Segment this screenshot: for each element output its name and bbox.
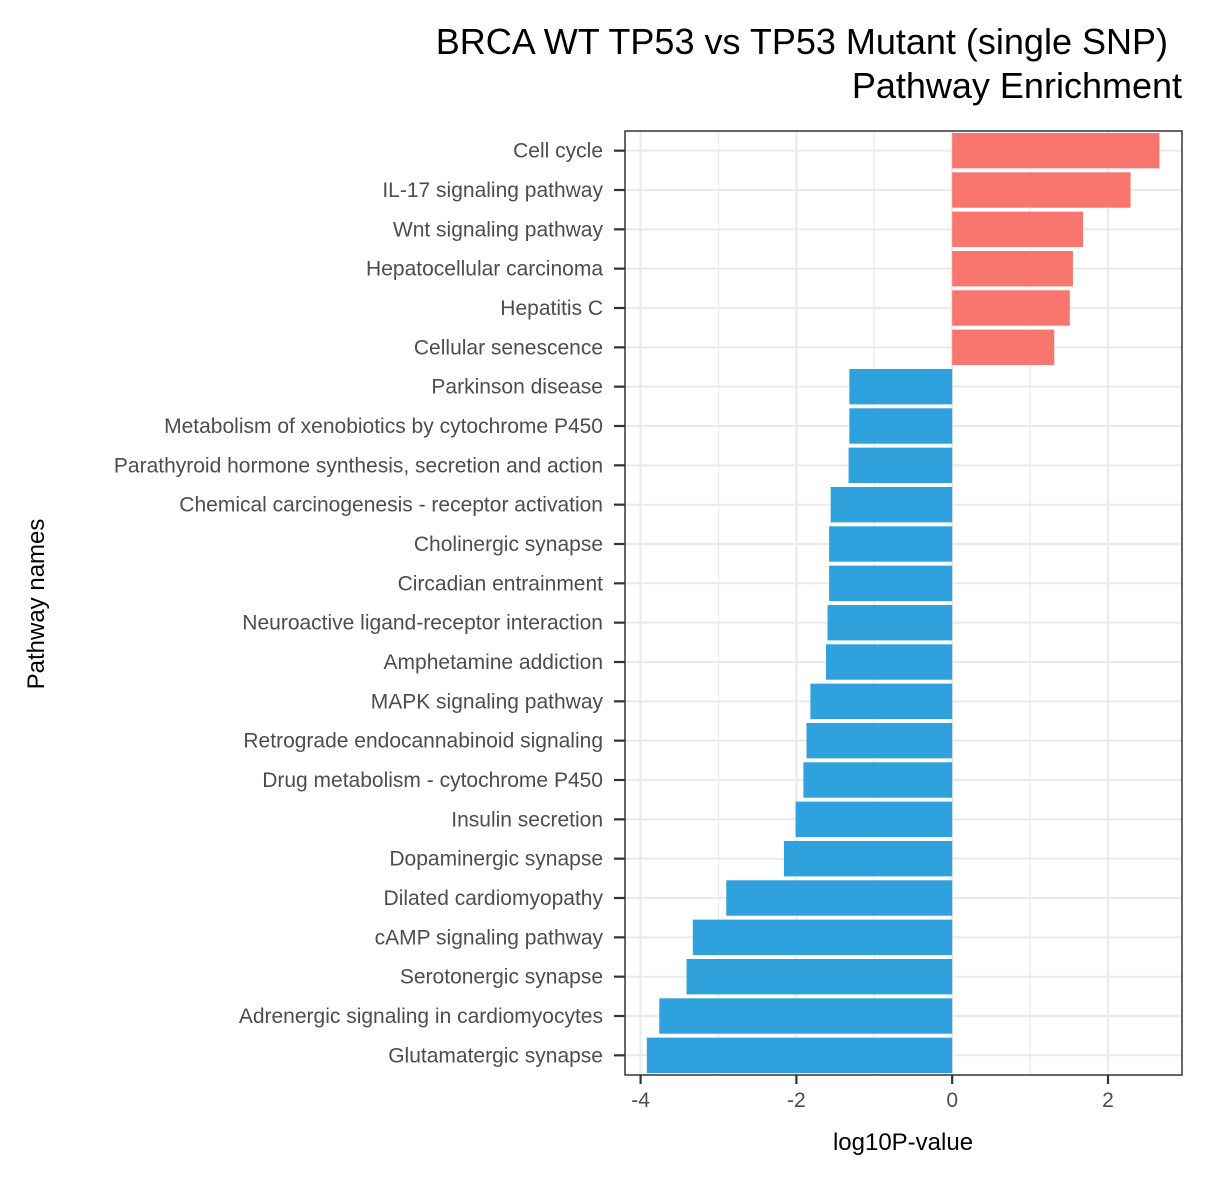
y-tick-label: Cell cycle: [513, 140, 603, 163]
chart-subtitle: Pathway Enrichment: [852, 65, 1182, 106]
bar: [659, 998, 953, 1034]
y-tick-label: Serotonergic synapse: [400, 966, 603, 989]
y-tick-label: Wnt signaling pathway: [393, 218, 604, 241]
y-tick-label: Dilated cardiomyopathy: [384, 887, 604, 910]
chart-title: BRCA WT TP53 vs TP53 Mutant (single SNP): [436, 21, 1168, 62]
x-tick-label: -2: [787, 1089, 806, 1112]
x-tick-label: 2: [1102, 1089, 1114, 1112]
bar: [810, 683, 953, 720]
bar: [849, 408, 953, 444]
bar: [830, 486, 953, 523]
y-tick-label: Dopaminergic synapse: [389, 848, 603, 871]
bar: [829, 565, 953, 602]
bar: [848, 447, 953, 484]
bar: [952, 329, 1055, 366]
plot-border: [624, 130, 1183, 1076]
y-tick-label: Amphetamine addiction: [384, 651, 603, 674]
bar: [849, 368, 953, 405]
bar: [825, 644, 953, 680]
bar: [726, 880, 953, 916]
y-tick-label: Insulin secretion: [451, 808, 603, 831]
y-tick-label: Chemical carcinogenesis - receptor activ…: [179, 494, 603, 517]
x-tick-label: -4: [631, 1089, 650, 1112]
y-tick-label: Neuroactive ligand-receptor interaction: [242, 612, 603, 635]
bar: [829, 526, 953, 562]
y-tick-label: Parkinson disease: [431, 376, 603, 399]
bar: [952, 290, 1070, 326]
y-tick-label: IL-17 signaling pathway: [382, 179, 603, 202]
bar: [803, 762, 953, 798]
y-tick-label: Hepatocellular carcinoma: [366, 258, 603, 281]
bar: [827, 604, 953, 641]
y-tick-label: Cellular senescence: [414, 336, 603, 359]
y-axis-title: Pathway names: [23, 519, 50, 690]
bar: [646, 1037, 953, 1074]
bar: [952, 250, 1073, 287]
bar: [795, 801, 953, 838]
bar: [952, 172, 1131, 208]
bar: [692, 919, 953, 956]
plot-panel: [625, 131, 1182, 1075]
x-axis-title: log10P-value: [833, 1129, 973, 1156]
x-tick-label: 0: [946, 1089, 958, 1112]
bar: [686, 958, 953, 995]
y-tick-label: Metabolism of xenobiotics by cytochrome …: [164, 415, 603, 438]
bar: [806, 722, 953, 759]
y-tick-label: MAPK signaling pathway: [371, 690, 604, 713]
y-tick-label: Parathyroid hormone synthesis, secretion…: [114, 454, 603, 477]
y-tick-label: cAMP signaling pathway: [375, 926, 604, 949]
bar: [952, 132, 1160, 169]
y-tick-label: Hepatitis C: [500, 297, 603, 320]
y-tick-label: Drug metabolism - cytochrome P450: [262, 769, 603, 792]
y-tick-label: Circadian entrainment: [398, 572, 604, 595]
y-tick-label: Retrograde endocannabinoid signaling: [243, 730, 603, 753]
bar: [952, 211, 1084, 248]
y-tick-label: Cholinergic synapse: [414, 533, 603, 556]
y-tick-label: Adrenergic signaling in cardiomyocytes: [239, 1005, 603, 1028]
y-tick-label: Glutamatergic synapse: [388, 1044, 603, 1067]
bar: [783, 840, 953, 877]
